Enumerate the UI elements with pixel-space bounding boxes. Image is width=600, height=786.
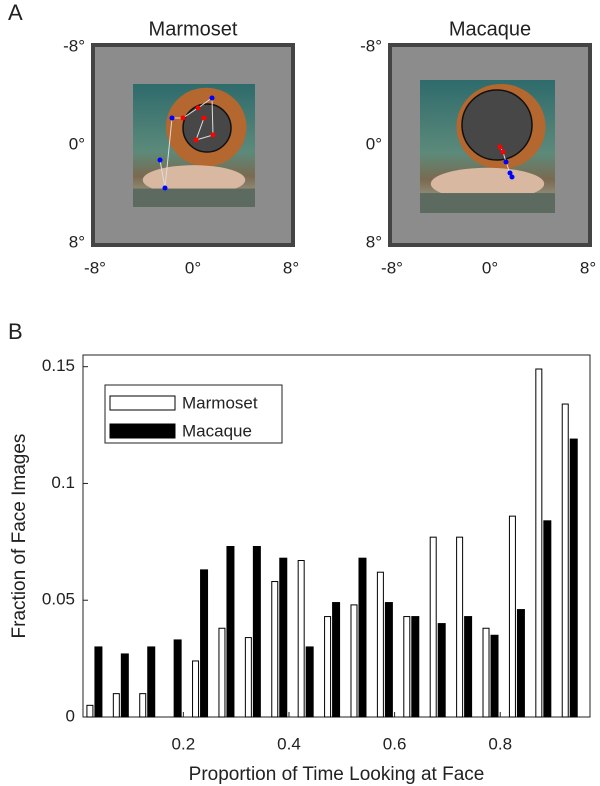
bar <box>173 639 182 718</box>
bar <box>244 637 252 718</box>
bar <box>464 616 473 718</box>
x-tick-label: 0° <box>185 258 201 277</box>
bar <box>403 616 411 718</box>
fixation <box>169 115 175 121</box>
shoulders <box>430 167 545 200</box>
fixation <box>507 170 513 176</box>
bar <box>384 602 393 718</box>
bar <box>569 438 578 718</box>
fixation <box>193 137 199 143</box>
y-tick-label: -8° <box>360 36 382 55</box>
bar <box>535 368 543 718</box>
x-tick-label: 0.6 <box>383 734 407 753</box>
bar <box>192 660 200 718</box>
bar <box>226 546 235 718</box>
fixation <box>210 132 216 138</box>
x-tick-label: 0.2 <box>172 734 196 753</box>
y-axis-label: Fraction of Face Images <box>9 434 30 639</box>
bar <box>437 623 446 718</box>
x-tick-label: -8° <box>381 258 403 277</box>
y-tick-label: 8° <box>366 232 382 251</box>
fixation <box>497 144 503 150</box>
y-tick-label: 8° <box>69 232 85 251</box>
bar <box>139 693 147 718</box>
panel-label: A <box>8 0 23 25</box>
y-tick-label: 0.05 <box>42 590 75 609</box>
panel-title: Macaque <box>449 18 531 40</box>
bar <box>218 627 226 718</box>
x-tick-label: 0.8 <box>488 734 512 753</box>
bar <box>86 704 94 718</box>
fixation <box>162 185 168 191</box>
legend-swatch <box>109 423 176 439</box>
y-tick-label: 0° <box>69 134 85 153</box>
fixation <box>209 95 215 101</box>
bar <box>376 571 384 718</box>
bar <box>271 581 279 718</box>
bar <box>305 646 314 718</box>
x-tick-label: 8° <box>580 258 596 277</box>
bar <box>120 653 129 718</box>
bar <box>279 557 288 718</box>
panel-title: Marmoset <box>149 18 238 40</box>
fixation <box>509 174 515 180</box>
fixation <box>201 115 207 121</box>
bar <box>297 560 305 718</box>
fixation <box>180 115 186 121</box>
y-tick-label: 0 <box>66 706 75 725</box>
panel-label: B <box>8 319 23 344</box>
fixation <box>157 157 163 163</box>
bar <box>358 557 367 718</box>
fixation <box>195 105 201 111</box>
bar <box>324 616 332 718</box>
x-axis-label: Proportion of Time Looking at Face <box>189 764 485 785</box>
legend-label: Marmoset <box>182 393 258 412</box>
water <box>133 188 255 207</box>
x-tick-label: 8° <box>283 258 299 277</box>
x-tick-label: 0.4 <box>277 734 301 753</box>
y-tick-label: -8° <box>63 36 85 55</box>
x-tick-label: 0° <box>482 258 498 277</box>
bar <box>561 403 569 718</box>
bar <box>147 646 156 718</box>
bar <box>94 646 103 718</box>
face-mask <box>182 103 232 153</box>
bar <box>332 602 341 718</box>
face-mask <box>461 89 533 161</box>
x-tick-label: -8° <box>84 258 106 277</box>
bar <box>429 536 437 718</box>
bar <box>252 546 261 718</box>
bar <box>200 569 209 718</box>
y-tick-label: 0° <box>366 134 382 153</box>
bar <box>112 693 120 718</box>
bar <box>411 616 420 718</box>
legend-label: Macaque <box>182 421 252 440</box>
bar <box>350 604 358 718</box>
bar <box>490 634 499 718</box>
bar <box>456 536 464 718</box>
shoulders <box>142 165 246 195</box>
bar <box>516 609 525 718</box>
y-tick-label: 0.1 <box>51 473 75 492</box>
bar <box>508 515 516 718</box>
fixation <box>500 149 506 155</box>
bar <box>482 627 490 718</box>
legend-swatch <box>109 395 176 411</box>
y-tick-label: 0.15 <box>42 356 75 375</box>
water <box>420 193 555 213</box>
bar <box>543 520 552 718</box>
fixation <box>503 159 509 165</box>
